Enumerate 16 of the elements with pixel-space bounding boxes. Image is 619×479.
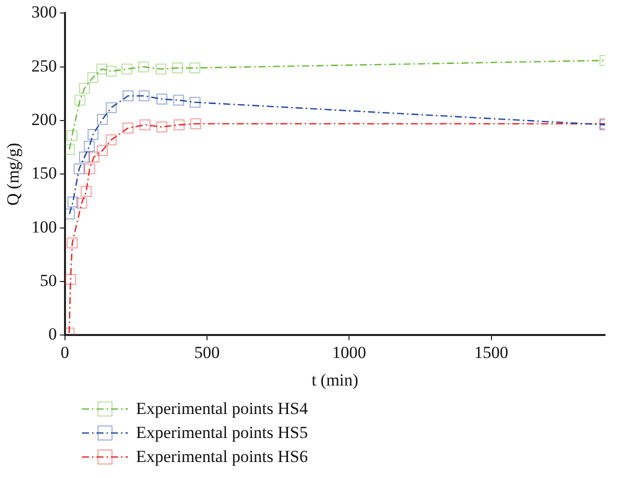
y-tick-label: 250 (31, 56, 57, 76)
y-tick-label: 200 (31, 110, 57, 129)
x-tick-label: 500 (194, 342, 220, 362)
y-tick-label: 150 (31, 164, 57, 183)
y-axis-title: Q (mg/g) (4, 142, 23, 206)
y-tick-label: 100 (31, 217, 57, 236)
x-tick-label: 1000 (332, 342, 366, 362)
x-tick-label: 0 (60, 342, 70, 362)
legend-label: Experimental points HS6 (136, 447, 308, 467)
x-axis-title: t (min) (312, 370, 358, 390)
legend-label: Experimental points HS5 (136, 423, 308, 443)
y-tick-label: 50 (40, 271, 57, 290)
y-tick-label: 0 (48, 324, 57, 344)
legend-label: Experimental points HS4 (136, 399, 308, 419)
y-tick-label: 300 (31, 2, 57, 22)
x-tick-label: 1500 (474, 342, 508, 362)
